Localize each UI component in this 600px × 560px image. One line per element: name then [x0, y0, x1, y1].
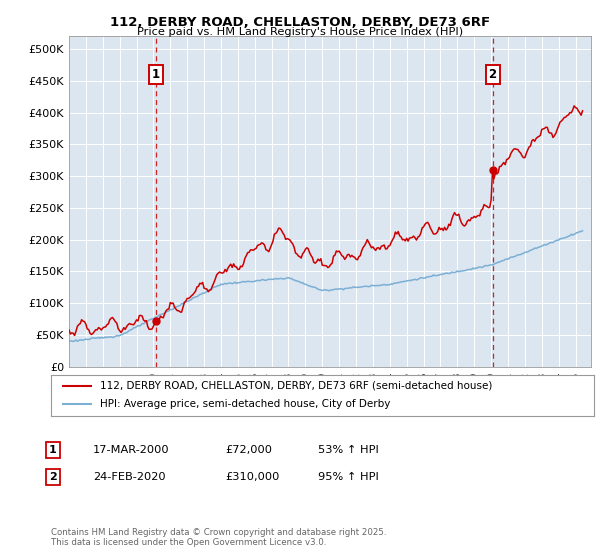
Text: 112, DERBY ROAD, CHELLASTON, DERBY, DE73 6RF: 112, DERBY ROAD, CHELLASTON, DERBY, DE73…: [110, 16, 490, 29]
Text: HPI: Average price, semi-detached house, City of Derby: HPI: Average price, semi-detached house,…: [100, 399, 390, 409]
Text: 2: 2: [49, 472, 56, 482]
Text: 2: 2: [488, 68, 497, 81]
Text: 24-FEB-2020: 24-FEB-2020: [93, 472, 166, 482]
Text: £310,000: £310,000: [225, 472, 280, 482]
Text: 1: 1: [49, 445, 56, 455]
Text: Contains HM Land Registry data © Crown copyright and database right 2025.
This d: Contains HM Land Registry data © Crown c…: [51, 528, 386, 547]
Text: Price paid vs. HM Land Registry's House Price Index (HPI): Price paid vs. HM Land Registry's House …: [137, 27, 463, 37]
Text: £72,000: £72,000: [225, 445, 272, 455]
Text: 95% ↑ HPI: 95% ↑ HPI: [318, 472, 379, 482]
Text: 112, DERBY ROAD, CHELLASTON, DERBY, DE73 6RF (semi-detached house): 112, DERBY ROAD, CHELLASTON, DERBY, DE73…: [100, 381, 492, 391]
Text: 17-MAR-2000: 17-MAR-2000: [93, 445, 170, 455]
Text: 1: 1: [152, 68, 160, 81]
Text: 53% ↑ HPI: 53% ↑ HPI: [318, 445, 379, 455]
